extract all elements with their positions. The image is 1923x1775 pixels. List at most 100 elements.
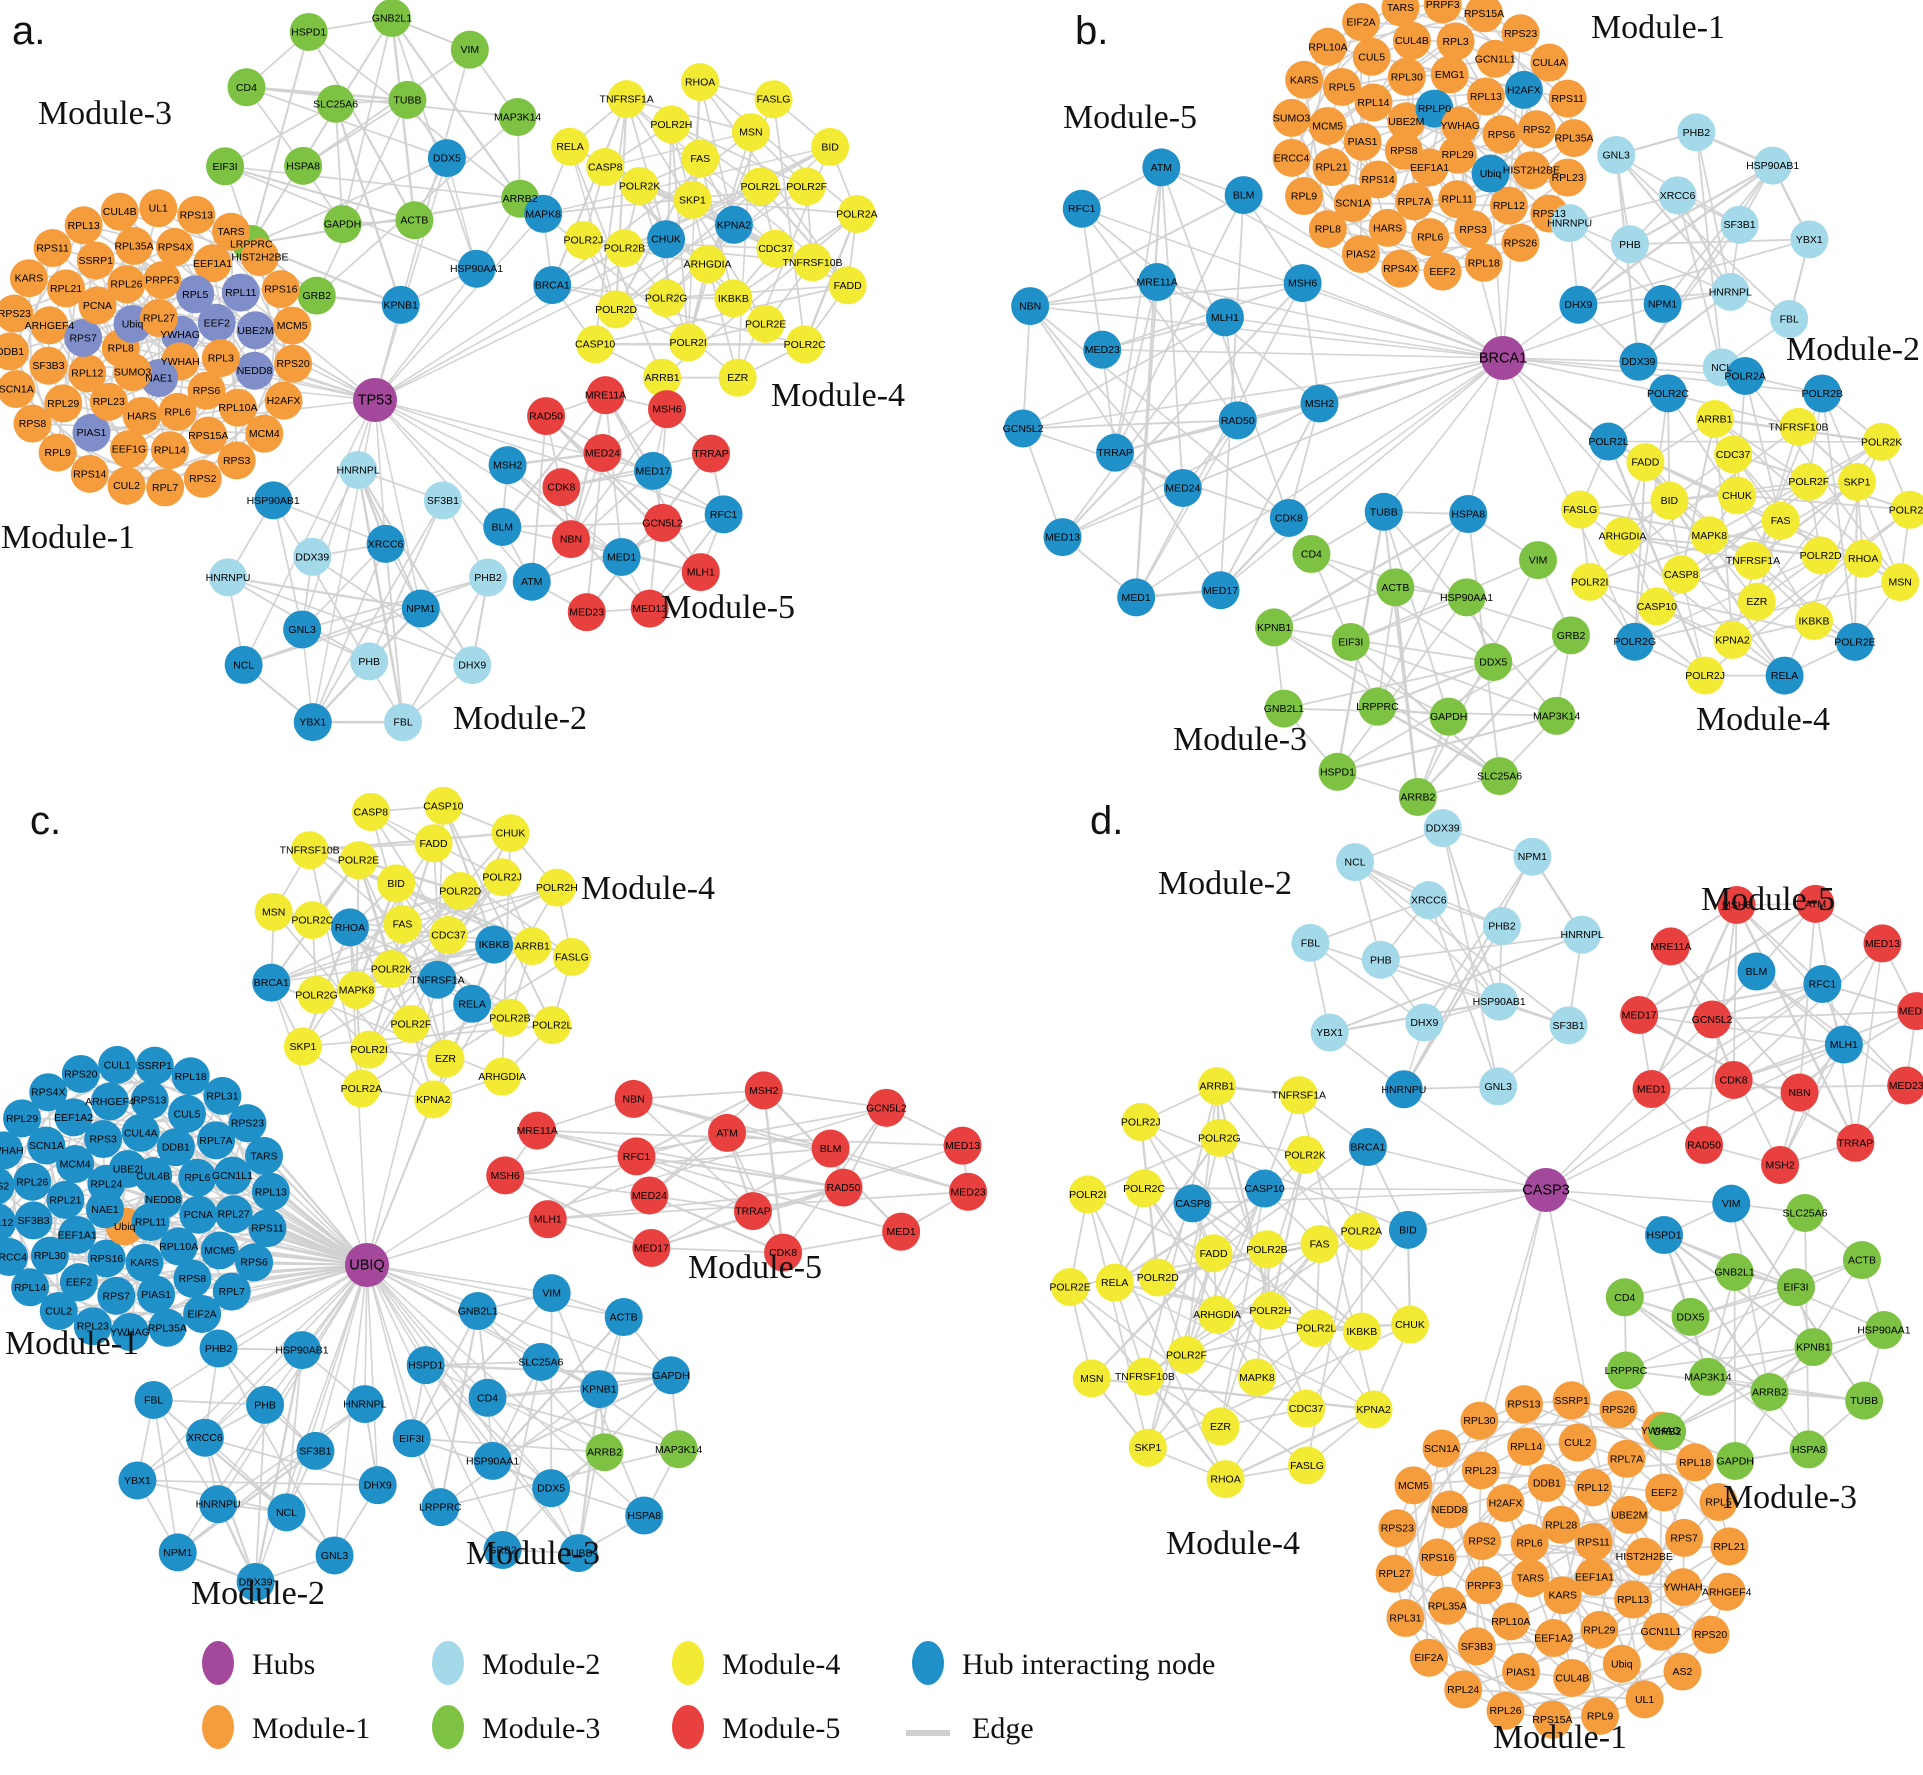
protein-node-label: SSRP1 (1554, 1395, 1589, 1407)
protein-node-YWHAH (0, 1131, 24, 1170)
protein-node-POLR2I (350, 1030, 389, 1069)
nodes-layer (0, 0, 1923, 1739)
protein-node-CD4 (227, 68, 266, 107)
protein-node-HNRNPL (339, 451, 378, 490)
edge (246, 86, 448, 159)
protein-node-label: POLR2B (1802, 388, 1843, 400)
protein-node-HSPA8 (1789, 1430, 1828, 1469)
protein-node-GAPDH (1429, 697, 1468, 736)
protein-node-label: RPL23 (1552, 172, 1584, 184)
protein-node-ARRB2 (585, 1433, 624, 1472)
protein-node-label: RPL7A (1610, 1453, 1643, 1465)
protein-node-label: HSPA8 (1792, 1444, 1826, 1456)
protein-node-ACTB (1376, 568, 1415, 607)
edge (547, 1186, 844, 1221)
protein-node-label: CHUK (1722, 490, 1752, 502)
edge (666, 284, 848, 299)
protein-node-SLC25A6 (1480, 757, 1519, 796)
edge (399, 49, 471, 306)
protein-node-KPNB1 (381, 285, 420, 324)
protein-node-label: YBX1 (1316, 1027, 1343, 1039)
protein-node-DHX9 (453, 646, 492, 685)
protein-node-label: EIF3I (1783, 1282, 1808, 1294)
edge (1732, 904, 1738, 1080)
protein-node-label: EEF2 (1651, 1487, 1677, 1499)
protein-node-label: MRE11A (517, 1125, 558, 1137)
protein-node-label: MSN (262, 906, 285, 918)
protein-node-MCM5 (1394, 1466, 1433, 1505)
edge (1404, 1617, 1553, 1721)
edge (1376, 660, 1494, 708)
edge (531, 470, 654, 583)
protein-node-label: GNB2L1 (458, 1306, 498, 1318)
protein-node-TRRAP (692, 434, 731, 473)
protein-node-label: RPS3 (89, 1134, 117, 1146)
protein-node-CDC37 (1287, 1389, 1326, 1428)
edge (636, 1155, 754, 1212)
protein-node-label: RPL24 (90, 1178, 122, 1190)
edge (762, 1090, 785, 1253)
protein-node-label: RPS6 (193, 385, 221, 397)
protein-node-RPL27 (1375, 1554, 1414, 1593)
protein-node-RPL21 (1710, 1527, 1749, 1566)
edge (1310, 941, 1569, 1027)
protein-node-label: RPS11 (36, 243, 69, 255)
edge (1329, 933, 1583, 1034)
protein-node-label: LRPPRC (419, 1502, 462, 1514)
edge (1507, 33, 1522, 206)
protein-node-label: POLR2A (1724, 371, 1765, 383)
edge (1629, 238, 1810, 246)
edge (1744, 375, 1782, 521)
protein-node-HSP90AB1 (254, 481, 293, 520)
protein-node-label: KPNB1 (1257, 622, 1292, 634)
protein-node-label: UL1 (1635, 1694, 1654, 1706)
edge (1224, 1229, 1409, 1480)
protein-node-label: CDC37 (758, 243, 793, 255)
protein-node-label: HSP90AA1 (466, 1455, 519, 1467)
protein-node-HNRNPU (1550, 204, 1589, 243)
edge (263, 1155, 368, 1266)
protein-node-label: RPS2 (189, 473, 217, 485)
protein-node-RPL23 (1461, 1451, 1500, 1490)
edge (410, 1292, 553, 1440)
protein-node-CDC37 (429, 915, 468, 954)
protein-node-HSPD1 (1318, 752, 1357, 791)
edge (1350, 596, 1467, 643)
edge (1615, 154, 1790, 320)
protein-node-label: MCM5 (1312, 120, 1343, 132)
protein-node-label: GNL3 (288, 624, 316, 636)
edge (1367, 1146, 1547, 1191)
edge (636, 1089, 765, 1158)
edge (1102, 348, 1504, 359)
protein-node-label: PRPF3 (145, 275, 179, 287)
protein-node-label: GAPDH (652, 1370, 689, 1382)
protein-node-ATM (512, 562, 551, 601)
edge (1589, 519, 1781, 583)
protein-node-label: POLR2E (1834, 636, 1875, 648)
protein-node-label: IKBKB (718, 293, 749, 305)
edge (177, 1403, 366, 1554)
protein-node-label: ACTB (1848, 1255, 1876, 1267)
protein-node-label: HSP90AB1 (1746, 160, 1799, 172)
protein-node-RPL12 (1573, 1468, 1612, 1507)
protein-node-label: MSN (739, 127, 762, 139)
edge (501, 394, 607, 528)
protein-node-label: RPL3 (1442, 36, 1468, 48)
protein-node-label: YBX1 (124, 1475, 151, 1487)
protein-node-TNFRSF1A (607, 80, 646, 119)
protein-node-UBE2M (236, 311, 275, 350)
protein-node-RPL35A (148, 1308, 187, 1347)
protein-node-label: POLR2D (1137, 1272, 1179, 1284)
protein-node-TARS (212, 212, 251, 251)
edge (227, 576, 473, 666)
edge (1639, 1014, 1845, 1046)
protein-node-BID (377, 864, 416, 903)
protein-node-SCN1A (1422, 1429, 1461, 1468)
protein-node-label: EIF3I (399, 1433, 424, 1445)
protein-node-label: MCM5 (204, 1245, 235, 1257)
edge (366, 1174, 506, 1266)
edge (402, 886, 558, 926)
protein-node-label: MED13 (632, 603, 667, 615)
protein-node-RHOA (330, 908, 369, 947)
module-title-module-3: Module-3 (1173, 721, 1307, 758)
